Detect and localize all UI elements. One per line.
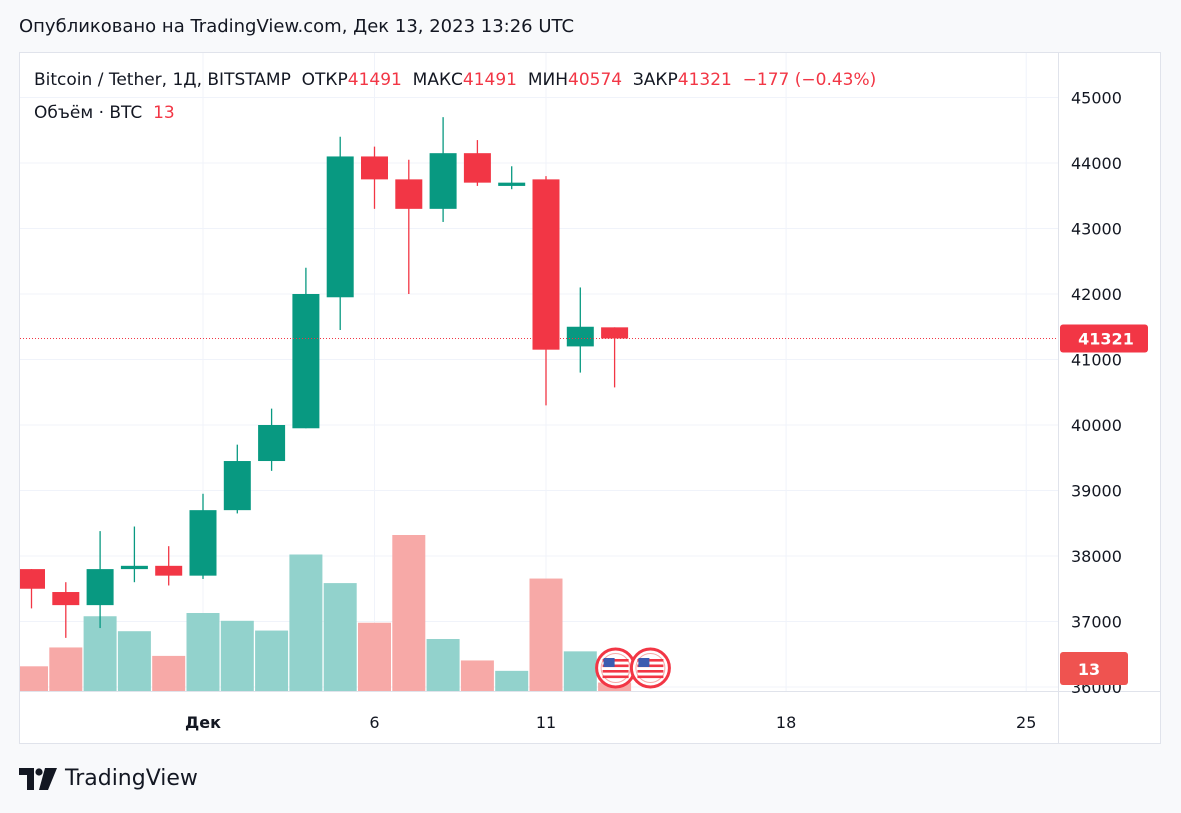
candlestick-chart[interactable]: 45000 44000 43000 42000 41000 40000 39000 38000… <box>20 53 1160 743</box>
high-label: МАКС <box>412 70 463 90</box>
low-label: МИН <box>527 70 568 90</box>
volume-bar <box>392 535 426 691</box>
time-tick-label: 6 <box>369 713 379 732</box>
candle-body <box>120 565 148 570</box>
us-flag-stripe <box>637 675 664 679</box>
volume-bar <box>358 622 391 691</box>
change-value: −177 (−0.43%) <box>742 70 877 90</box>
price-tick-label: 42000 <box>1071 285 1122 304</box>
candle-body <box>292 294 320 429</box>
volume-bar <box>186 613 220 691</box>
volume-bar <box>152 655 186 691</box>
price-tick-label: 39000 <box>1071 482 1122 501</box>
us-flag-event-icon-inner <box>635 653 666 683</box>
volume-bar <box>255 630 289 691</box>
candle-body <box>189 510 217 576</box>
volume-label: Объём · BTC <box>34 103 143 123</box>
tradingview-brand-text: TradingView <box>65 766 198 791</box>
time-tick-label: 11 <box>536 713 556 732</box>
volume-bar <box>220 620 254 691</box>
candle-body <box>52 592 80 606</box>
candle-body <box>395 179 423 209</box>
candle-body <box>532 179 560 350</box>
volume-bar <box>495 670 529 691</box>
candle-body <box>429 153 457 209</box>
candle-body <box>566 326 594 347</box>
time-tick-label: Дек <box>185 713 221 732</box>
time-tick-label: 25 <box>1016 713 1036 732</box>
low-value: 40574 <box>568 70 623 90</box>
price-tick-label: 43000 <box>1071 220 1122 239</box>
candle-body <box>258 425 286 462</box>
candle-body <box>498 182 526 186</box>
open-value: 41491 <box>347 70 402 90</box>
us-flag-stripe <box>602 659 629 662</box>
high-value: 41491 <box>462 70 518 90</box>
open-label: ОТКР <box>301 70 348 90</box>
tradingview-logo[interactable]: TradingView <box>19 766 198 791</box>
volume-bar <box>460 660 494 691</box>
candle-body <box>86 569 114 606</box>
volume-badge-label: 13 <box>1078 660 1100 679</box>
us-flag-canton <box>638 658 650 667</box>
us-flag-canton <box>603 658 615 667</box>
volume-legend: Объём · BTC 13 <box>34 103 175 123</box>
last-price-badge <box>1060 324 1148 353</box>
volume-bar <box>323 583 357 691</box>
price-tick-label: 38000 <box>1071 547 1122 566</box>
candle-body <box>601 327 629 339</box>
us-flag-stripe <box>602 664 629 668</box>
us-flag-stripe <box>637 659 664 662</box>
candle-body <box>361 156 388 180</box>
us-flag-stripe <box>602 675 629 679</box>
price-tick-label: 45000 <box>1071 89 1122 108</box>
us-flag-stripe <box>602 670 629 673</box>
price-tick-label: 40000 <box>1071 416 1122 435</box>
volume-bar <box>117 631 151 691</box>
symbol-legend: Bitcoin / Tether, 1Д, BITSTAMP ОТКР41491… <box>34 70 876 90</box>
tradingview-logo-icon <box>19 767 57 790</box>
candle-body <box>223 461 251 511</box>
symbol-name: Bitcoin / Tether, 1Д, BITSTAMP <box>34 70 291 90</box>
candle-body <box>463 153 491 183</box>
us-flag-stripe <box>637 664 664 668</box>
time-tick-label: 18 <box>776 713 796 732</box>
volume-bar <box>289 554 323 691</box>
us-flag-event-icon-inner <box>600 653 631 683</box>
close-value: 41321 <box>677 70 732 90</box>
volume-bar <box>529 578 563 691</box>
chart-panel: 45000 44000 43000 42000 41000 40000 39000 38000… <box>19 52 1161 744</box>
volume-bar <box>83 616 117 691</box>
close-label: ЗАКР <box>632 70 678 90</box>
candle-body <box>326 156 354 298</box>
volume-bar <box>49 647 83 691</box>
published-caption: Опубликовано на TradingView.com, Дек 13,… <box>19 16 575 37</box>
us-flag-stripe <box>637 670 664 673</box>
volume-value: 13 <box>153 103 175 123</box>
volume-bar <box>20 666 48 691</box>
candle-body <box>155 565 183 576</box>
volume-bar <box>426 639 460 691</box>
volume-badge <box>1060 652 1128 685</box>
price-tick-label: 37000 <box>1071 613 1122 632</box>
volume-bar <box>563 651 597 691</box>
price-tick-label: 41000 <box>1071 351 1122 370</box>
candle-body <box>20 569 45 589</box>
price-tick-label: 44000 <box>1071 154 1122 173</box>
last-price-badge-label: 41321 <box>1078 329 1134 348</box>
